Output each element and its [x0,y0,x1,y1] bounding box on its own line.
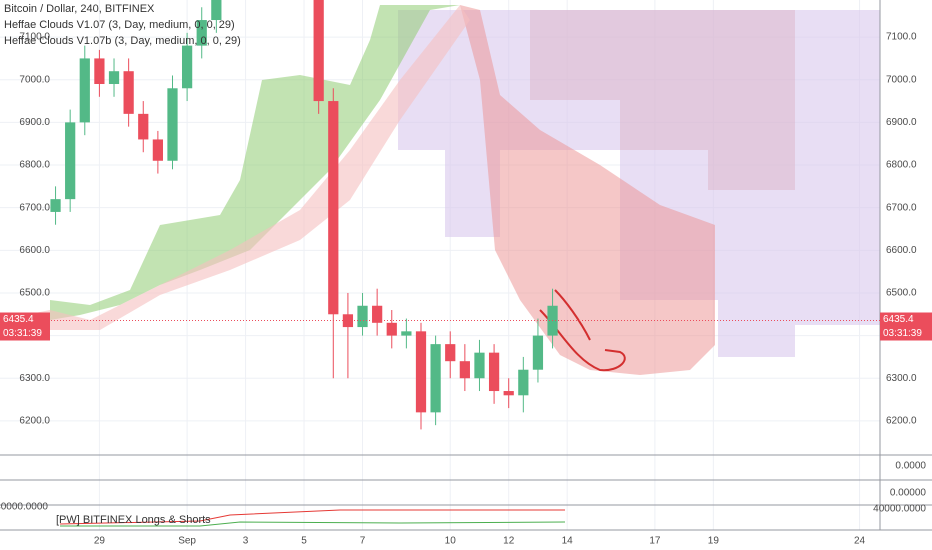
y-tick-label: 6800.0 [886,160,917,171]
y-tick-label: 6300.0 [19,373,50,384]
cloud-red [460,5,715,375]
candle-body [459,361,470,379]
y-tick-label: 6700.0 [19,202,50,213]
candle-body [211,0,222,21]
y-tick-label: 6500.0 [886,288,917,299]
candle-body [79,58,90,123]
chart-title: Bitcoin / Dollar, 240, BITFINEX [4,3,155,15]
x-tick-label: 12 [503,536,515,547]
clouds [0,5,880,375]
price-box [0,312,50,341]
candle-body [123,71,134,114]
pane-title: [PW] BITFINEX Longs & Shorts [56,514,211,526]
candle-body [372,305,383,323]
indicator-label: Heffae Clouds V1.07 (3, Day, medium, 0, … [4,19,235,31]
candle-body [488,352,500,392]
y-tick-label: 7100.0 [886,32,917,43]
cloud-mauve [500,10,795,190]
y-tick-label: 6700.0 [886,202,917,213]
price-box [880,312,932,341]
candles [50,0,558,430]
x-tick-label: 29 [94,536,106,547]
y-tick-label: 7100.0 [19,32,50,43]
axes [0,0,932,531]
pane-scale: 40000.0000 [0,502,48,513]
y-tick-label: 6900.0 [886,117,917,128]
candle-body [94,58,105,85]
y-tick-label: 6500.0 [19,288,50,299]
pane-scale: 40000.0000 [873,504,926,515]
y-tick-label: 6200.0 [886,416,917,427]
candle-body [342,314,354,328]
y-tick-label: 7000.0 [19,74,50,85]
candle-body [108,71,120,85]
candle-body [518,369,529,396]
price-label: 6435.4 [883,314,914,325]
candle-body [474,352,485,379]
indicator-label: Heffae Clouds V1.07b (3, Day, medium, 0,… [4,35,241,47]
x-tick-label: 24 [854,536,866,547]
x-tick-label: 7 [360,536,366,547]
candle-body [196,20,207,46]
x-tick-label: 14 [562,536,574,547]
candle-body [357,305,368,328]
x-tick-label: 17 [649,536,661,547]
y-tick-label: 6800.0 [19,160,50,171]
candle-body [415,331,427,413]
y-tick-label: 6200.0 [19,416,50,427]
candle-body [313,0,324,102]
candle-body [138,113,149,140]
longs-line [59,509,565,525]
x-tick-label: 5 [301,536,307,547]
y-tick-label: 6600.0 [886,245,917,256]
pane-scale: 0.0000 [895,461,926,472]
price-label: 6435.4 [3,314,34,325]
countdown: 03:31:39 [3,328,42,339]
candle-body [181,45,193,89]
candle-body [532,335,544,370]
shorts-line [60,521,566,527]
candle-body [401,331,412,336]
pane-scale: 0.00000 [890,488,927,499]
cloud-green [50,5,460,320]
x-tick-label: 10 [445,536,457,547]
candle-body [430,344,441,413]
candle-body [503,391,514,396]
candle-body [152,139,163,161]
candle-body [167,88,178,161]
candle-body [445,344,456,362]
y-tick-label: 7000.0 [886,74,917,85]
y-tick-label: 6300.0 [886,373,917,384]
x-tick-label: 3 [243,536,249,547]
candle-body [50,199,61,212]
candle-body [386,322,397,336]
countdown: 03:31:39 [883,328,922,339]
x-tick-label: 19 [708,536,720,547]
y-tick-label: 6600.0 [19,245,50,256]
x-tick-label: Sep [178,536,196,547]
candle-body [65,122,76,200]
candle-body [328,101,339,315]
y-tick-label: 6900.0 [19,117,50,128]
